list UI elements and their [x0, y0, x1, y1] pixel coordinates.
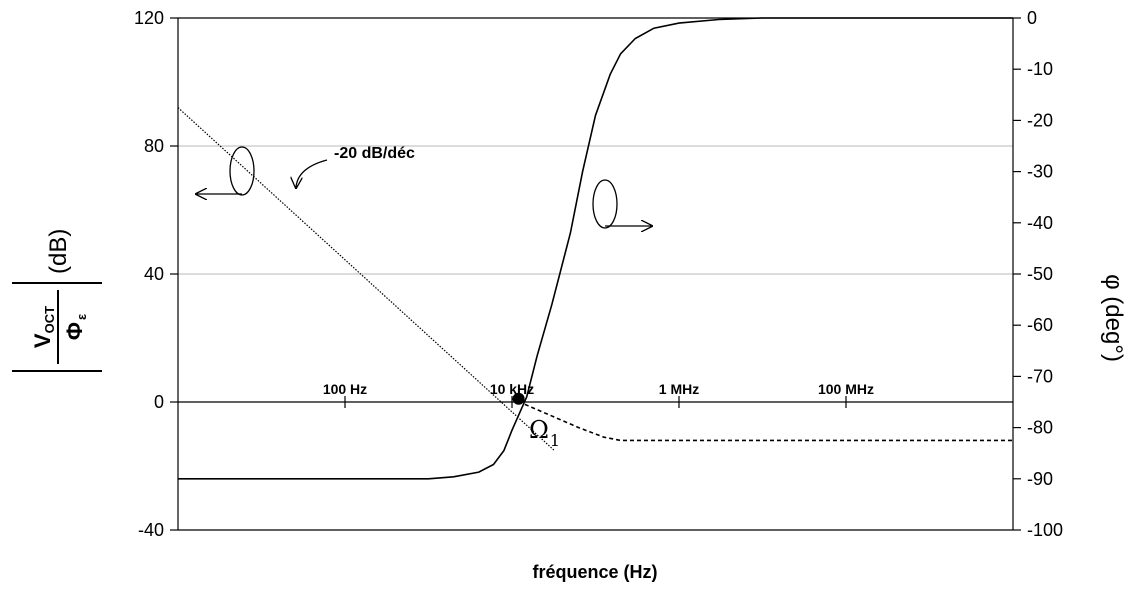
- gridlines: [178, 145, 1013, 275]
- right-axis-title: φ (deg°): [1100, 274, 1127, 362]
- x-axis-tick-label: 100 Hz: [323, 381, 367, 397]
- right-axis-tick-label: -30: [1027, 162, 1053, 182]
- right-axis-tick-label: -70: [1027, 366, 1053, 386]
- left-axis-title-denominator: Φε: [62, 314, 89, 340]
- crossover-point: [512, 392, 525, 405]
- x-axis: 100 Hz 10 kHz 1 MHz 100 MHz: [178, 381, 1013, 408]
- right-axis-tick-label: 0: [1027, 8, 1037, 28]
- left-axis-tick-label: 0: [154, 392, 164, 412]
- right-axis-tick-label: -40: [1027, 213, 1053, 233]
- x-axis-tick-label: 10 kHz: [490, 381, 534, 397]
- left-axis-title-unit: (dB): [45, 229, 72, 274]
- right-axis-tick-label: -20: [1027, 110, 1053, 130]
- slope-annotation-arrow: [296, 159, 328, 188]
- phase-curve: [178, 17, 1013, 480]
- left-axis-tick-label: 120: [134, 8, 164, 28]
- slope-annotation: -20 dB/déc: [334, 145, 415, 162]
- magnitude-asymptote-line: [177, 107, 555, 451]
- phase-curve-marker-ellipse: [592, 179, 618, 229]
- series-layer: [177, 17, 1013, 480]
- left-axis-tick-label: 80: [144, 136, 164, 156]
- right-axis-tick-label: -90: [1027, 469, 1053, 489]
- magnitude-curve-marker-ellipse: [229, 146, 255, 196]
- right-axis-tick-label: -50: [1027, 264, 1053, 284]
- left-axis-title: VOCT Φε (dB): [12, 229, 102, 372]
- x-axis-title: fréquence (Hz): [532, 562, 657, 582]
- x-axis-tick-label: 100 MHz: [818, 381, 874, 397]
- left-axis-title-numerator: VOCT: [30, 306, 57, 348]
- right-axis-tick-label: -10: [1027, 59, 1053, 79]
- x-axis-tick-label: 1 MHz: [659, 381, 699, 397]
- right-axis-tick-label: -60: [1027, 315, 1053, 335]
- crossover-label: Ω1: [529, 416, 560, 450]
- left-axis-tick-label: 40: [144, 264, 164, 284]
- right-axis-tick-label: -100: [1027, 520, 1063, 540]
- right-axis-tick-label: -80: [1027, 418, 1053, 438]
- left-axis-ticks: 120 80 40 0 -40: [134, 8, 178, 540]
- magnitude-curve: [511, 398, 1013, 442]
- right-axis-ticks: 0 -10 -20 -30 -40 -50 -60 -70 -80 -90 -100: [1013, 8, 1063, 540]
- left-axis-tick-label: -40: [138, 520, 164, 540]
